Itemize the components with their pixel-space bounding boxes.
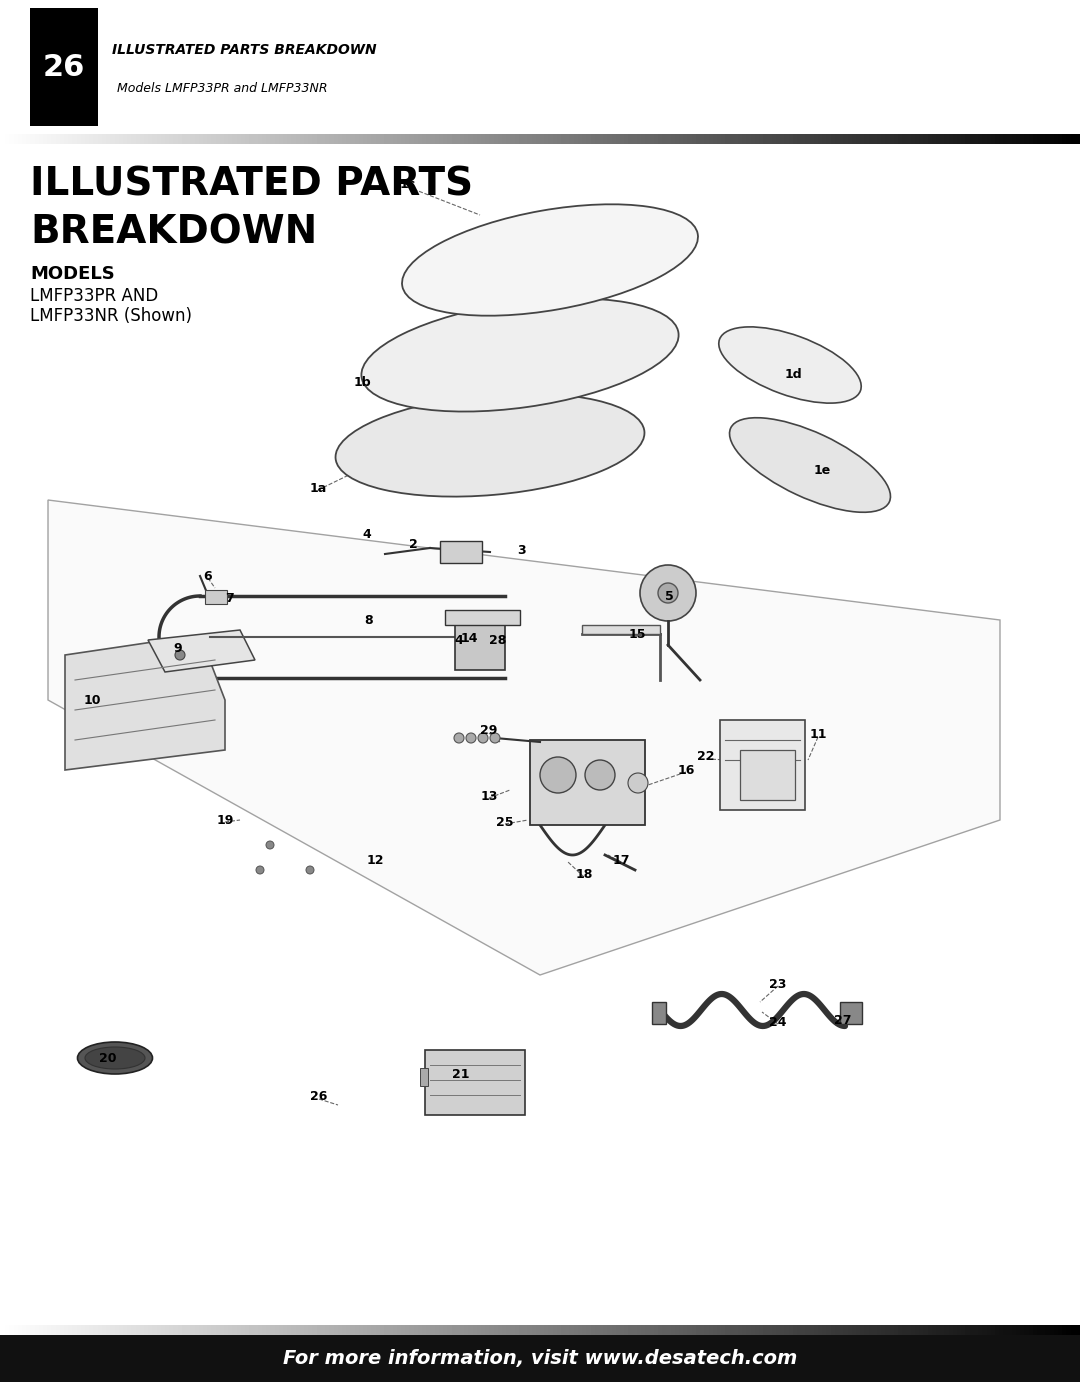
Polygon shape bbox=[65, 636, 225, 770]
Text: 26: 26 bbox=[43, 53, 85, 81]
Bar bbox=[740, 750, 795, 800]
Text: 20: 20 bbox=[99, 1052, 117, 1065]
Ellipse shape bbox=[78, 1042, 152, 1074]
Circle shape bbox=[256, 866, 264, 875]
Text: 4: 4 bbox=[455, 633, 463, 647]
Polygon shape bbox=[48, 500, 1000, 975]
Text: 6: 6 bbox=[204, 570, 213, 583]
Polygon shape bbox=[582, 624, 660, 634]
Circle shape bbox=[540, 757, 576, 793]
Text: 9: 9 bbox=[174, 643, 183, 655]
Circle shape bbox=[266, 841, 274, 849]
Ellipse shape bbox=[85, 1046, 145, 1069]
Text: 10: 10 bbox=[83, 693, 100, 707]
Text: 7: 7 bbox=[226, 592, 234, 605]
Text: 8: 8 bbox=[365, 613, 374, 626]
Bar bbox=[426, 1051, 525, 1115]
Text: 14: 14 bbox=[460, 631, 477, 644]
Text: 5: 5 bbox=[664, 591, 673, 604]
Bar bbox=[0, 1336, 1080, 1382]
Bar bbox=[205, 590, 227, 604]
Text: 16: 16 bbox=[677, 764, 694, 777]
Text: 3: 3 bbox=[516, 543, 525, 556]
Text: 23: 23 bbox=[769, 978, 786, 990]
Bar bbox=[652, 1002, 666, 1024]
Bar bbox=[440, 541, 482, 563]
Text: 1e: 1e bbox=[813, 464, 831, 478]
Text: 18: 18 bbox=[576, 869, 593, 882]
Polygon shape bbox=[148, 630, 255, 672]
Circle shape bbox=[306, 866, 314, 875]
Text: 17: 17 bbox=[612, 854, 630, 866]
Text: 4: 4 bbox=[363, 528, 372, 541]
Text: 1a: 1a bbox=[309, 482, 326, 495]
Ellipse shape bbox=[362, 299, 678, 412]
Circle shape bbox=[585, 760, 615, 789]
Circle shape bbox=[640, 564, 696, 622]
Bar bbox=[530, 740, 645, 826]
Ellipse shape bbox=[729, 418, 891, 513]
Text: 27: 27 bbox=[834, 1013, 852, 1027]
Text: LMFP33PR AND: LMFP33PR AND bbox=[30, 286, 159, 305]
Text: ILLUSTRATED PARTS: ILLUSTRATED PARTS bbox=[30, 165, 473, 203]
Text: 1d: 1d bbox=[784, 369, 801, 381]
Text: 28: 28 bbox=[489, 633, 507, 647]
Text: 22: 22 bbox=[698, 750, 715, 764]
Circle shape bbox=[490, 733, 500, 743]
Polygon shape bbox=[445, 610, 519, 624]
Text: Models LMFP33PR and LMFP33NR: Models LMFP33PR and LMFP33NR bbox=[117, 82, 327, 95]
Bar bbox=[840, 1002, 862, 1024]
Text: 29: 29 bbox=[481, 725, 498, 738]
Text: 1c: 1c bbox=[400, 179, 416, 191]
Text: 21: 21 bbox=[453, 1069, 470, 1081]
Bar bbox=[720, 719, 805, 810]
Text: 24: 24 bbox=[769, 1016, 786, 1028]
Circle shape bbox=[465, 733, 476, 743]
Ellipse shape bbox=[336, 394, 645, 496]
Text: ILLUSTRATED PARTS BREAKDOWN: ILLUSTRATED PARTS BREAKDOWN bbox=[112, 43, 377, 57]
Ellipse shape bbox=[402, 204, 698, 316]
Circle shape bbox=[454, 733, 464, 743]
Text: For more information, visit www.desatech.com: For more information, visit www.desatech… bbox=[283, 1350, 797, 1368]
Text: 26: 26 bbox=[310, 1091, 327, 1104]
Text: BREAKDOWN: BREAKDOWN bbox=[30, 212, 318, 251]
Circle shape bbox=[175, 650, 185, 659]
Bar bbox=[455, 620, 505, 671]
Text: 13: 13 bbox=[481, 789, 498, 802]
Text: MODELS: MODELS bbox=[30, 265, 114, 284]
Text: 2: 2 bbox=[408, 538, 417, 552]
Text: 19: 19 bbox=[216, 813, 233, 827]
Circle shape bbox=[627, 773, 648, 793]
Bar bbox=[420, 1067, 428, 1085]
Text: 12: 12 bbox=[366, 854, 383, 866]
Bar bbox=[30, 8, 98, 126]
Text: 11: 11 bbox=[809, 728, 827, 742]
Circle shape bbox=[658, 583, 678, 604]
Text: LMFP33NR (Shown): LMFP33NR (Shown) bbox=[30, 307, 192, 326]
Text: 15: 15 bbox=[629, 627, 646, 640]
Ellipse shape bbox=[719, 327, 861, 404]
Text: 25: 25 bbox=[496, 816, 514, 828]
Text: 1b: 1b bbox=[353, 376, 370, 388]
Circle shape bbox=[478, 733, 488, 743]
